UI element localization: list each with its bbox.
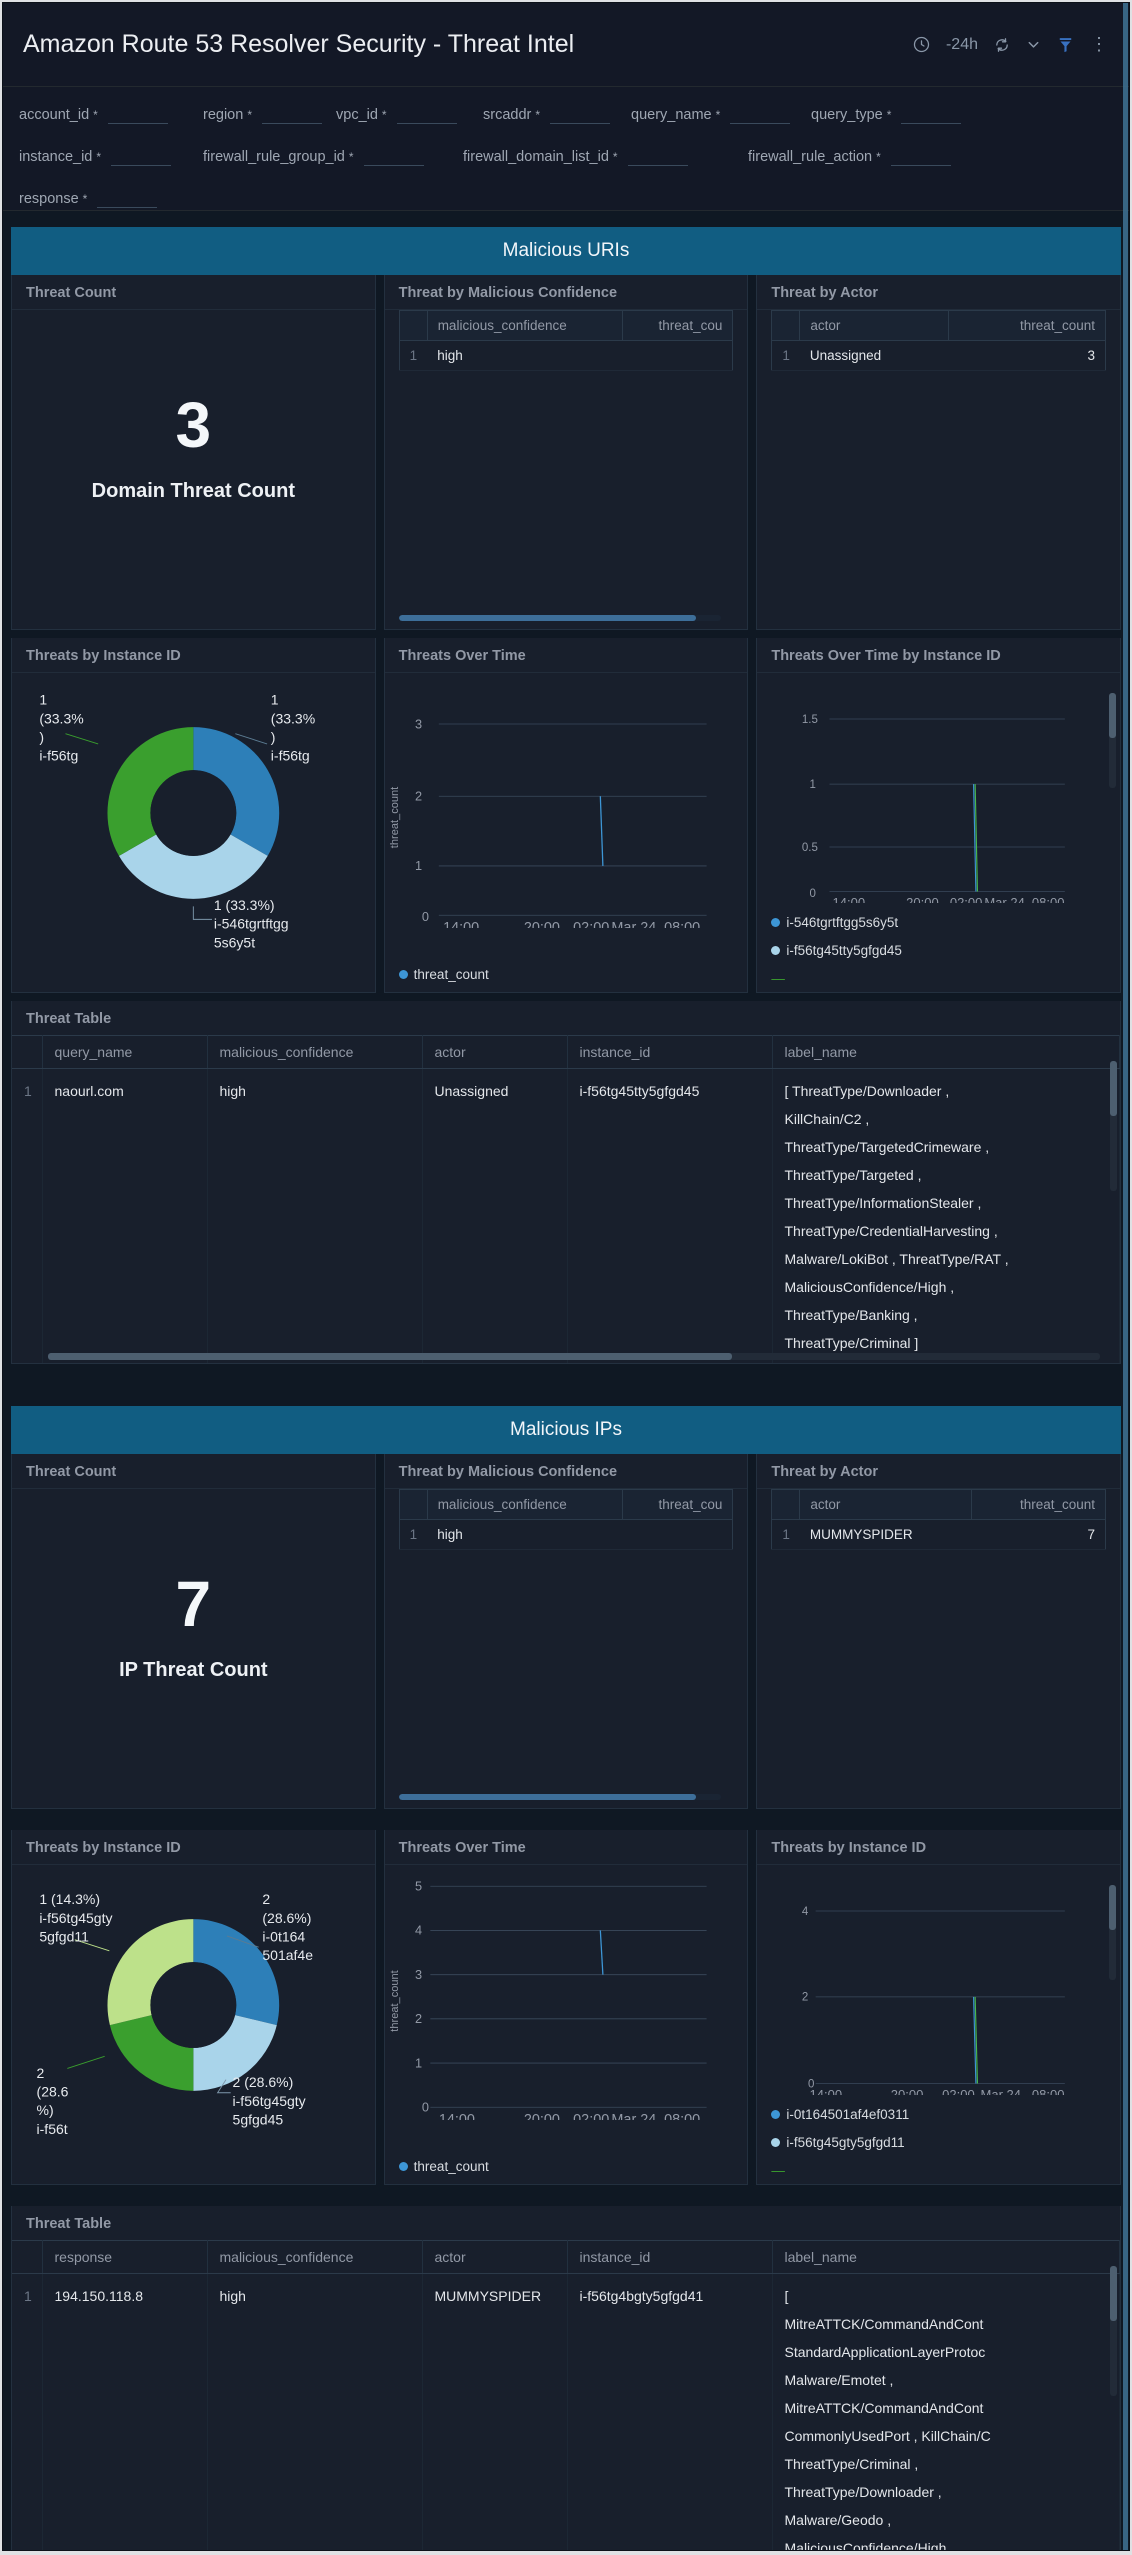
svg-text:2: 2 — [802, 1992, 808, 2004]
svg-text:(28.6: (28.6 — [37, 2083, 69, 2099]
svg-text:02:00: 02:00 — [943, 2087, 976, 2095]
svg-text:%): %) — [37, 2102, 54, 2118]
svg-text:i-f56tg: i-f56tg — [271, 748, 310, 764]
svg-text:08:00: 08:00 — [1032, 2087, 1065, 2095]
svg-text:02:00: 02:00 — [950, 895, 983, 903]
svg-text:20:00: 20:00 — [891, 2087, 924, 2095]
svg-text:threat_count: threat_count — [389, 787, 401, 848]
svg-text:501af4e: 501af4e — [262, 1947, 313, 1963]
svg-text:08:00: 08:00 — [664, 920, 700, 928]
svg-text:1: 1 — [415, 858, 422, 873]
svg-text:20:00: 20:00 — [906, 895, 939, 903]
svg-text:5gfgd11: 5gfgd11 — [39, 1929, 89, 1945]
svg-text:1: 1 — [810, 779, 816, 791]
svg-text:(33.3%: (33.3% — [271, 710, 315, 726]
svg-text:1.5: 1.5 — [802, 714, 818, 726]
svg-text:2: 2 — [415, 2011, 422, 2026]
svg-text:0: 0 — [422, 909, 429, 924]
svg-text:Mar 24: Mar 24 — [611, 920, 656, 928]
svg-text:3: 3 — [415, 716, 422, 731]
svg-text:1: 1 — [415, 2055, 422, 2070]
svg-text:14:00: 14:00 — [443, 920, 479, 928]
svg-text:i-f56tg45gty: i-f56tg45gty — [39, 1910, 112, 1926]
svg-text:0: 0 — [810, 888, 816, 900]
svg-text:i-f56tg: i-f56tg — [39, 748, 78, 764]
svg-text:5s6y5t: 5s6y5t — [214, 934, 255, 950]
svg-text:0.5: 0.5 — [802, 842, 818, 854]
svg-text:): ) — [39, 729, 44, 745]
svg-text:4: 4 — [802, 1906, 809, 1918]
svg-text:2: 2 — [262, 1891, 270, 1907]
svg-text:1 (14.3%): 1 (14.3%) — [39, 1891, 100, 1907]
svg-text:2: 2 — [415, 789, 422, 804]
svg-text:02:00: 02:00 — [573, 920, 609, 928]
svg-text:2: 2 — [37, 2065, 45, 2081]
svg-text:08:00: 08:00 — [664, 2112, 700, 2120]
svg-text:14:00: 14:00 — [810, 2087, 843, 2095]
svg-text:Mar 24: Mar 24 — [981, 2087, 1022, 2095]
svg-text:20:00: 20:00 — [524, 920, 560, 928]
svg-text:14:00: 14:00 — [439, 2112, 475, 2120]
svg-text:i-0t164: i-0t164 — [262, 1929, 305, 1945]
svg-text:i-f56t: i-f56t — [37, 2121, 68, 2137]
svg-text:i-546tgrtftgg: i-546tgrtftgg — [214, 916, 289, 932]
svg-text:4: 4 — [415, 1923, 422, 1938]
svg-text:08:00: 08:00 — [1032, 895, 1065, 903]
svg-text:1: 1 — [271, 692, 279, 708]
svg-text:(33.3%: (33.3% — [39, 710, 83, 726]
svg-text:3: 3 — [415, 1967, 422, 1982]
svg-text:20:00: 20:00 — [524, 2112, 560, 2120]
svg-text:02:00: 02:00 — [573, 2112, 609, 2120]
svg-text:Mar 24: Mar 24 — [985, 895, 1026, 903]
svg-text:threat_count: threat_count — [389, 1970, 401, 2031]
svg-text:0: 0 — [422, 2100, 429, 2115]
svg-text:2 (28.6%): 2 (28.6%) — [233, 2074, 294, 2090]
svg-text:5gfgd45: 5gfgd45 — [233, 2111, 284, 2127]
svg-text:): ) — [271, 729, 276, 745]
svg-text:Mar 24: Mar 24 — [611, 2112, 656, 2120]
svg-text:(28.6%): (28.6%) — [262, 1910, 311, 1926]
svg-text:1 (33.3%): 1 (33.3%) — [214, 897, 275, 913]
svg-text:5: 5 — [415, 1879, 422, 1894]
svg-text:i-f56tg45gty: i-f56tg45gty — [233, 2093, 306, 2109]
svg-text:14:00: 14:00 — [833, 895, 866, 903]
svg-text:1: 1 — [39, 692, 47, 708]
